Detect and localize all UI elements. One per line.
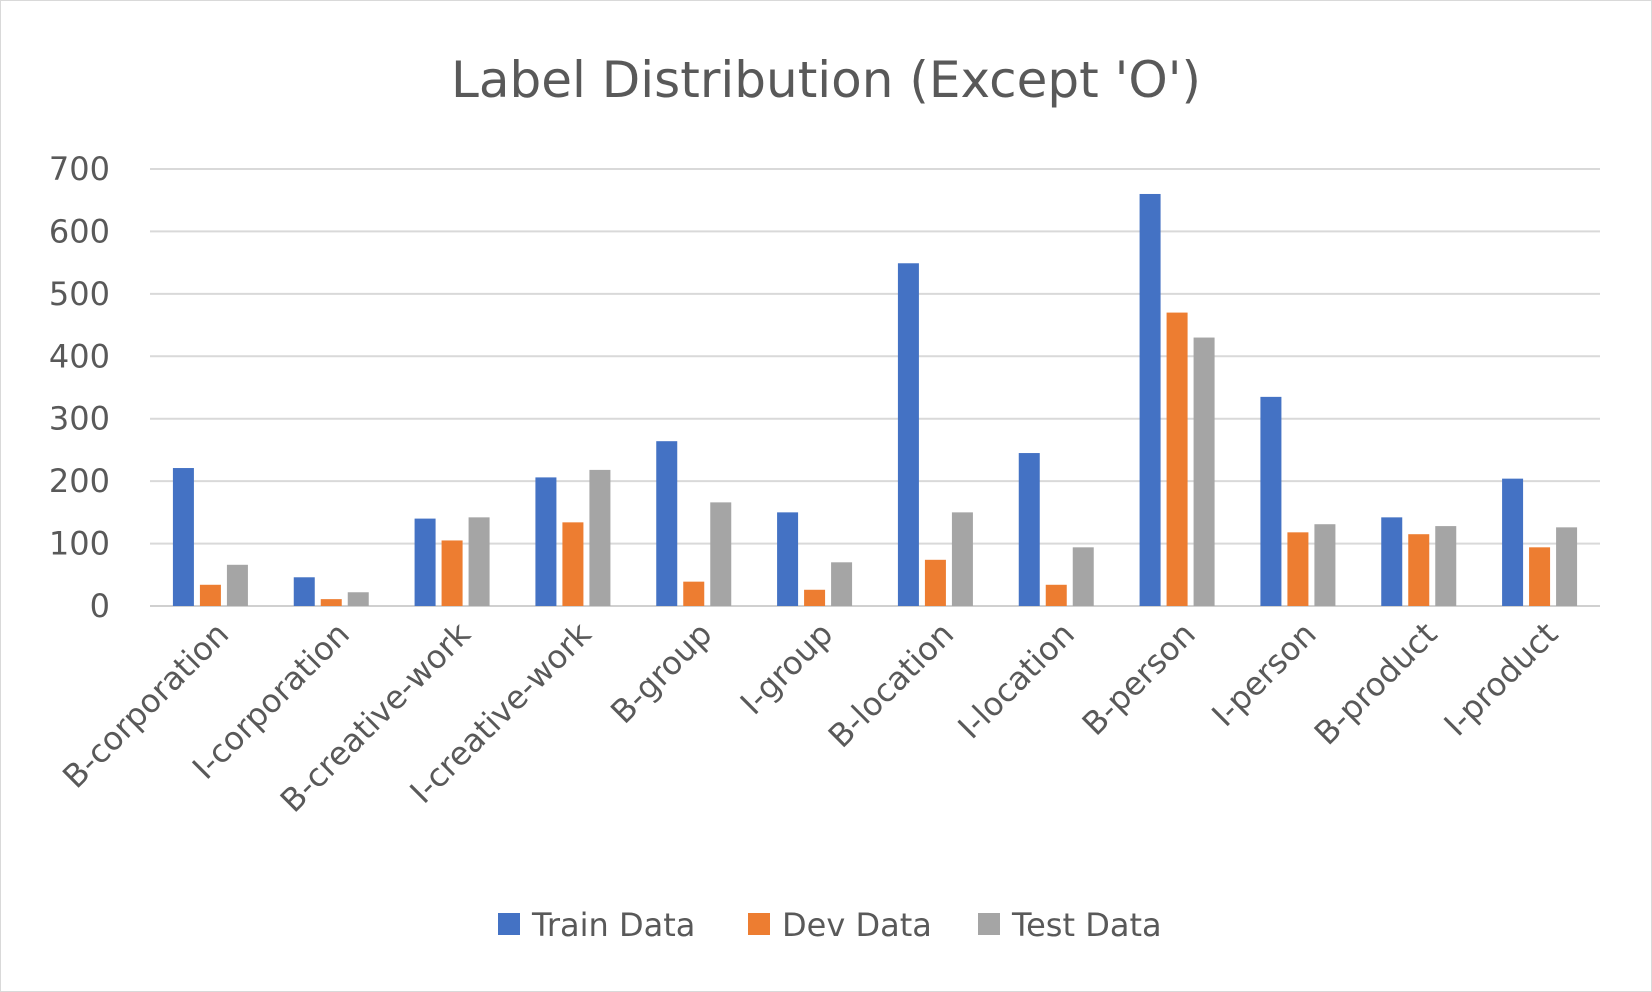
gridlines xyxy=(150,168,1600,607)
bar-dev-data xyxy=(320,599,342,606)
x-tick-label: I-product xyxy=(1437,615,1566,744)
y-tick-label: 500 xyxy=(49,275,110,313)
y-tick-label: 100 xyxy=(49,525,110,563)
bar-train-data xyxy=(897,263,919,606)
bar-test-data xyxy=(589,469,611,606)
bar-dev-data xyxy=(562,522,584,606)
bar-dev-data xyxy=(1045,584,1067,606)
x-tick-label: B-product xyxy=(1307,615,1445,753)
legend-swatch xyxy=(978,913,1000,935)
bar-test-data xyxy=(468,517,490,606)
legend: Train Data Dev Data Test Data xyxy=(498,906,1162,944)
bar-test-data xyxy=(710,502,732,606)
chart-title: Label Distribution (Except 'O') xyxy=(451,51,1201,109)
y-tick-label: 0 xyxy=(90,587,110,625)
legend-swatch xyxy=(748,913,770,935)
bar-train-data xyxy=(656,441,678,606)
bar-test-data xyxy=(1072,547,1094,606)
bar-train-data xyxy=(1018,453,1040,606)
bar-train-data xyxy=(293,577,315,606)
bar-test-data xyxy=(226,564,248,606)
bar-test-data xyxy=(1193,337,1215,606)
legend-item: Dev Data xyxy=(748,906,932,944)
bar-dev-data xyxy=(199,584,221,606)
bars xyxy=(172,193,1578,606)
legend-label: Dev Data xyxy=(782,906,932,944)
x-tick-label: I-location xyxy=(950,615,1081,746)
bar-dev-data xyxy=(1408,534,1430,606)
bar-train-data xyxy=(777,512,799,606)
bar-test-data xyxy=(1314,524,1336,606)
legend-label: Train Data xyxy=(531,906,695,944)
x-axis-ticks: B-corporationI-corporationB-creative-wor… xyxy=(55,614,1565,819)
y-tick-label: 400 xyxy=(49,337,110,375)
bar-dev-data xyxy=(804,589,826,606)
y-tick-label: 600 xyxy=(49,212,110,250)
x-tick-label: B-location xyxy=(821,615,961,755)
bar-train-data xyxy=(1502,478,1524,606)
bar-train-data xyxy=(1260,396,1282,606)
bar-dev-data xyxy=(1166,312,1188,606)
bar-train-data xyxy=(535,477,557,606)
bar-train-data xyxy=(172,468,194,606)
legend-item: Train Data xyxy=(498,906,695,944)
legend-label: Test Data xyxy=(1011,906,1162,944)
x-tick-label: I-person xyxy=(1204,615,1323,734)
y-tick-label: 300 xyxy=(49,400,110,438)
x-tick-label: I-group xyxy=(733,615,840,722)
bar-dev-data xyxy=(441,540,463,606)
x-tick-label: B-group xyxy=(603,615,719,731)
y-tick-label: 700 xyxy=(49,150,110,188)
bar-test-data xyxy=(1435,526,1457,606)
bar-test-data xyxy=(1556,527,1578,606)
legend-item: Test Data xyxy=(978,906,1162,944)
bar-dev-data xyxy=(924,559,946,606)
bar-train-data xyxy=(1381,517,1403,606)
y-axis-ticks: 0 100 200 300 400 500 600 700 xyxy=(49,150,110,625)
bar-train-data xyxy=(414,518,436,606)
bar-test-data xyxy=(347,592,369,606)
x-tick-label: B-person xyxy=(1075,615,1203,743)
bar-test-data xyxy=(951,512,973,606)
legend-swatch xyxy=(498,913,520,935)
bar-dev-data xyxy=(683,581,705,606)
y-tick-label: 200 xyxy=(49,462,110,500)
bar-train-data xyxy=(1139,193,1161,606)
bar-dev-data xyxy=(1529,547,1551,606)
bar-test-data xyxy=(831,562,853,606)
bar-dev-data xyxy=(1287,532,1309,606)
